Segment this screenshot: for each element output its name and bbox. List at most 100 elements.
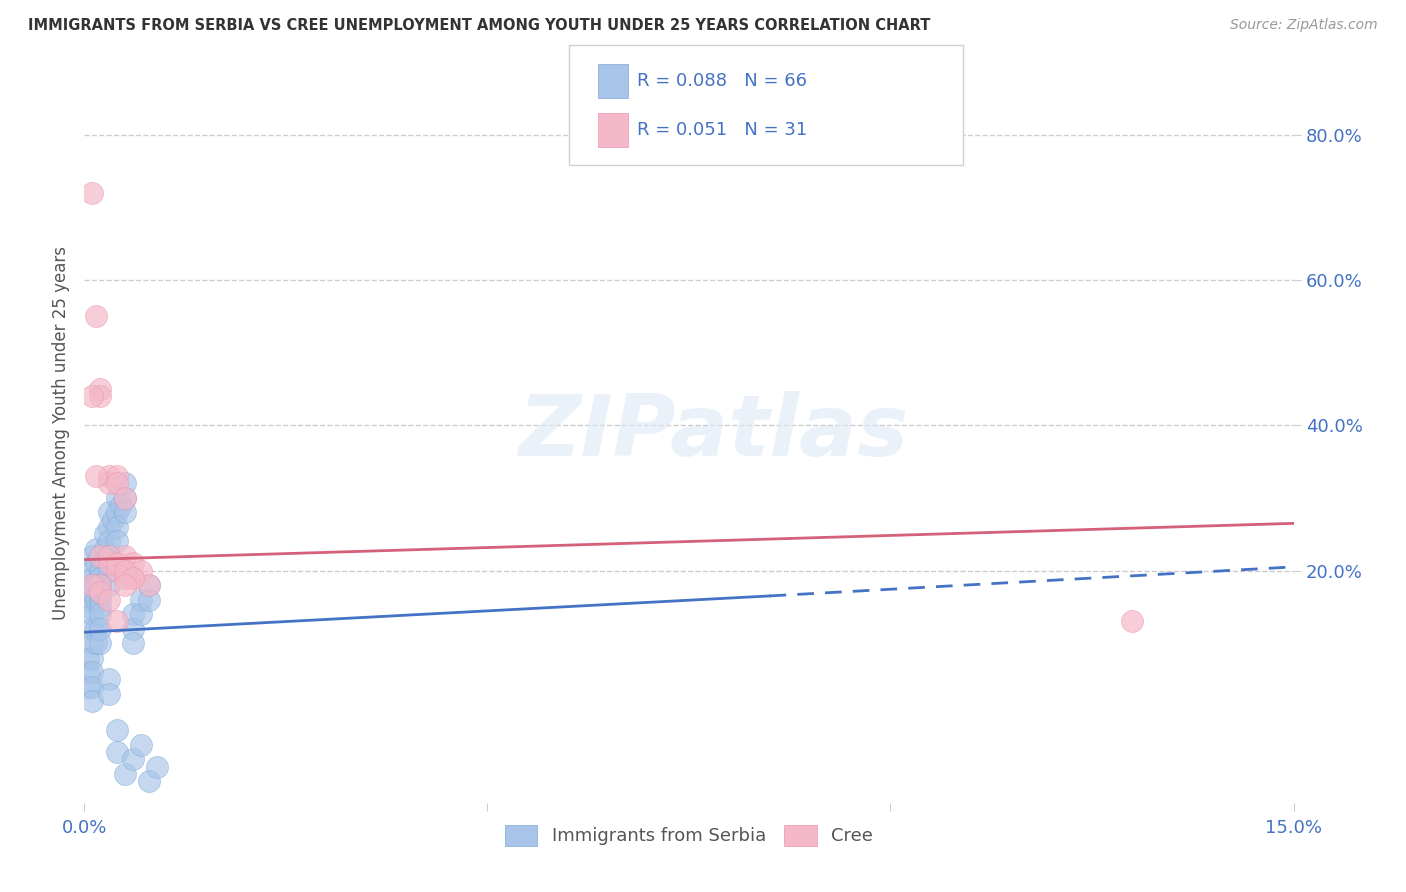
Point xyxy=(97,592,120,607)
Point xyxy=(77,599,100,614)
Point xyxy=(82,680,104,694)
Point xyxy=(82,578,104,592)
Legend: Immigrants from Serbia, Cree: Immigrants from Serbia, Cree xyxy=(505,825,873,846)
Point xyxy=(82,636,104,650)
Point xyxy=(82,592,104,607)
Point xyxy=(114,476,136,491)
Point xyxy=(114,564,136,578)
Point xyxy=(1121,615,1143,629)
Point xyxy=(97,578,120,592)
Point xyxy=(101,513,124,527)
Point xyxy=(138,578,160,592)
Point xyxy=(82,549,104,563)
Point xyxy=(89,599,111,614)
Point xyxy=(121,752,143,766)
Point xyxy=(97,549,120,563)
Point xyxy=(93,527,115,541)
Point xyxy=(114,549,136,563)
Point xyxy=(97,506,120,520)
Point xyxy=(82,665,104,680)
Point xyxy=(129,592,152,607)
Text: ZIPatlas: ZIPatlas xyxy=(517,391,908,475)
Point xyxy=(97,520,120,534)
Point xyxy=(105,723,128,738)
Point xyxy=(89,549,111,563)
Point xyxy=(82,186,104,200)
Point xyxy=(89,636,111,650)
Point xyxy=(121,571,143,585)
Point xyxy=(89,607,111,621)
Point xyxy=(82,622,104,636)
Point xyxy=(138,578,160,592)
Point xyxy=(110,498,132,512)
Point xyxy=(129,607,152,621)
Point xyxy=(77,680,100,694)
Point xyxy=(89,549,111,563)
Point xyxy=(105,469,128,483)
Point xyxy=(89,389,111,403)
Point xyxy=(89,564,111,578)
Point xyxy=(89,571,111,585)
Point xyxy=(121,607,143,621)
Text: Source: ZipAtlas.com: Source: ZipAtlas.com xyxy=(1230,18,1378,32)
Y-axis label: Unemployment Among Youth under 25 years: Unemployment Among Youth under 25 years xyxy=(52,245,70,620)
Point xyxy=(97,556,120,570)
Point xyxy=(97,534,120,549)
Point xyxy=(82,389,104,403)
Point xyxy=(114,571,136,585)
Point xyxy=(89,592,111,607)
Point xyxy=(114,506,136,520)
Point xyxy=(97,549,120,563)
Point xyxy=(82,650,104,665)
Point xyxy=(86,592,108,607)
Point xyxy=(82,694,104,708)
Point xyxy=(77,665,100,680)
Point xyxy=(138,592,160,607)
Point xyxy=(105,520,128,534)
Point xyxy=(89,622,111,636)
Point xyxy=(105,491,128,505)
Point xyxy=(82,607,104,621)
Point xyxy=(121,622,143,636)
Point xyxy=(86,622,108,636)
Point xyxy=(86,469,108,483)
Point xyxy=(97,673,120,687)
Point xyxy=(82,564,104,578)
Point xyxy=(105,564,128,578)
Point xyxy=(114,766,136,780)
Point xyxy=(89,578,111,592)
Point xyxy=(114,491,136,505)
Point xyxy=(97,687,120,701)
Point xyxy=(105,615,128,629)
Point xyxy=(105,506,128,520)
Point xyxy=(114,578,136,592)
Point xyxy=(138,774,160,789)
Point xyxy=(77,650,100,665)
Point xyxy=(89,585,111,599)
Point xyxy=(97,476,120,491)
Point xyxy=(86,578,108,592)
Point xyxy=(97,469,120,483)
Text: R = 0.088   N = 66: R = 0.088 N = 66 xyxy=(637,72,807,90)
Point xyxy=(89,382,111,396)
Point xyxy=(82,571,104,585)
Point xyxy=(129,564,152,578)
Point xyxy=(105,556,128,570)
Point xyxy=(93,541,115,556)
Point xyxy=(97,564,120,578)
Point xyxy=(146,759,169,773)
Point xyxy=(121,571,143,585)
Point xyxy=(114,491,136,505)
Point xyxy=(121,556,143,570)
Point xyxy=(86,541,108,556)
Point xyxy=(86,310,108,324)
Text: IMMIGRANTS FROM SERBIA VS CREE UNEMPLOYMENT AMONG YOUTH UNDER 25 YEARS CORRELATI: IMMIGRANTS FROM SERBIA VS CREE UNEMPLOYM… xyxy=(28,18,931,33)
Point xyxy=(82,578,104,592)
Point xyxy=(86,636,108,650)
Point xyxy=(105,476,128,491)
Point xyxy=(105,745,128,759)
Point xyxy=(86,556,108,570)
Point xyxy=(89,585,111,599)
Point xyxy=(129,738,152,752)
Point xyxy=(121,636,143,650)
